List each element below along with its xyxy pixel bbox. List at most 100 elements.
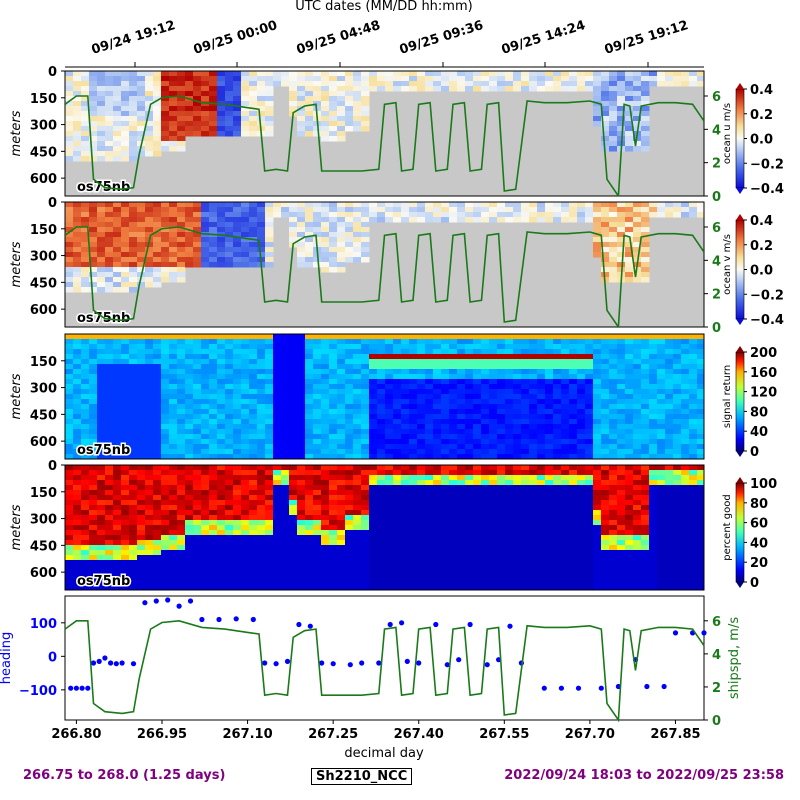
- heatmap-cell: [137, 384, 146, 390]
- heatmap-cell: [465, 545, 474, 551]
- heatmap-cell: [217, 419, 226, 425]
- date-tick-label: 09/25 00:00: [192, 18, 279, 58]
- heatmap-cell: [193, 575, 202, 581]
- heatmap-cell: [81, 91, 90, 97]
- heatmap-cell: [657, 369, 666, 375]
- heatmap-cell: [641, 111, 650, 117]
- heatmap-cell: [193, 525, 202, 531]
- heatmap-cell: [633, 384, 642, 390]
- heatmap-cell: [361, 232, 370, 238]
- heatmap-cell: [233, 414, 242, 420]
- heatmap-cell: [161, 404, 170, 410]
- heatmap-cell: [257, 222, 266, 228]
- heatmap-cell: [105, 126, 114, 132]
- heatmap-cell: [361, 207, 370, 213]
- heatmap-cell: [145, 525, 154, 531]
- heatmap-cell: [257, 475, 266, 481]
- heatmap-cell: [241, 232, 250, 238]
- heatmap-cell: [169, 545, 178, 551]
- heatmap-cell: [257, 76, 266, 82]
- heatmap-cell: [481, 334, 490, 340]
- heatmap-cell: [185, 359, 194, 365]
- heatmap-cell: [569, 444, 578, 450]
- heatmap-cell: [569, 374, 578, 380]
- heatmap-cell: [625, 364, 634, 370]
- heatmap-cell: [409, 475, 418, 481]
- heatmap-cell: [337, 465, 346, 471]
- heatmap-cell: [121, 465, 130, 471]
- heatmap-cell: [425, 212, 434, 218]
- heatmap-cell: [273, 364, 282, 370]
- heatmap-cell: [681, 212, 690, 218]
- heatmap-cell: [625, 136, 634, 142]
- heatmap-cell: [337, 334, 346, 340]
- heatmap-cell: [265, 525, 274, 531]
- heatmap-cell: [65, 237, 74, 243]
- heatmap-cell: [433, 414, 442, 420]
- heatmap-cell: [185, 570, 194, 576]
- heatmap-cell: [289, 545, 298, 551]
- heatmap-cell: [73, 354, 82, 360]
- heatmap-cell: [145, 585, 154, 590]
- heatmap-cell: [641, 146, 650, 152]
- heatmap-cell: [617, 434, 626, 440]
- heatmap-cell: [369, 550, 378, 556]
- heatmap-cell: [225, 409, 234, 415]
- heatmap-cell: [113, 247, 122, 253]
- heatmap-cell: [73, 465, 82, 471]
- heatmap-cell: [73, 131, 82, 137]
- heatmap-cell: [113, 237, 122, 243]
- heatmap-cell: [385, 404, 394, 410]
- heatmap-cell: [297, 116, 306, 122]
- heatmap-cell: [537, 349, 546, 355]
- heatmap-cell: [633, 76, 642, 82]
- right-tick-label: 4: [712, 254, 721, 269]
- heatmap-cell: [153, 136, 162, 142]
- heatmap-cell: [409, 485, 418, 491]
- heatmap-cell: [241, 475, 250, 481]
- heatmap-cell: [609, 359, 618, 365]
- heatmap-cell: [225, 374, 234, 380]
- heatmap-cell: [113, 106, 122, 112]
- heatmap-cell: [417, 71, 426, 77]
- heatmap-cell: [137, 202, 146, 208]
- heatmap-cell: [273, 475, 282, 481]
- heatmap-cell: [505, 434, 514, 440]
- heatmap-cell: [193, 374, 202, 380]
- heatmap-cell: [65, 495, 74, 501]
- heatmap-cell: [441, 414, 450, 420]
- heatmap-cell: [329, 339, 338, 345]
- heatmap-cell: [129, 409, 138, 415]
- heatmap-cell: [129, 96, 138, 102]
- heatmap-cell: [73, 237, 82, 243]
- heatmap-cell: [433, 384, 442, 390]
- heatmap-cell: [449, 585, 458, 590]
- heatmap-cell: [537, 339, 546, 345]
- heatmap-cell: [233, 485, 242, 491]
- heatmap-cell: [489, 454, 498, 459]
- heatmap-cell: [129, 272, 138, 278]
- heatmap-cell: [465, 449, 474, 455]
- heatmap-cell: [553, 217, 562, 223]
- heatmap-cell: [657, 207, 666, 213]
- heatmap-cell: [553, 394, 562, 400]
- heatmap-cell: [145, 444, 154, 450]
- heatmap-cell: [609, 247, 618, 253]
- heatmap-cell: [425, 424, 434, 430]
- heatmap-cell: [369, 530, 378, 536]
- heatmap-cell: [481, 76, 490, 82]
- heatmap-cell: [441, 444, 450, 450]
- colorbar-tick-label: 120: [750, 386, 777, 401]
- heatmap-cell: [449, 212, 458, 218]
- heatmap-cell: [265, 379, 274, 385]
- heatmap-cell: [337, 545, 346, 551]
- heatmap-cell: [545, 399, 554, 405]
- heatmap-cell: [185, 247, 194, 253]
- heatmap-cell: [305, 399, 314, 405]
- heatmap-cell: [193, 465, 202, 471]
- heatmap-cell: [673, 81, 682, 87]
- heatmap-cell: [385, 369, 394, 375]
- heatmap-cell: [697, 439, 704, 445]
- heatmap-cell: [97, 359, 106, 365]
- heatmap-cell: [489, 359, 498, 365]
